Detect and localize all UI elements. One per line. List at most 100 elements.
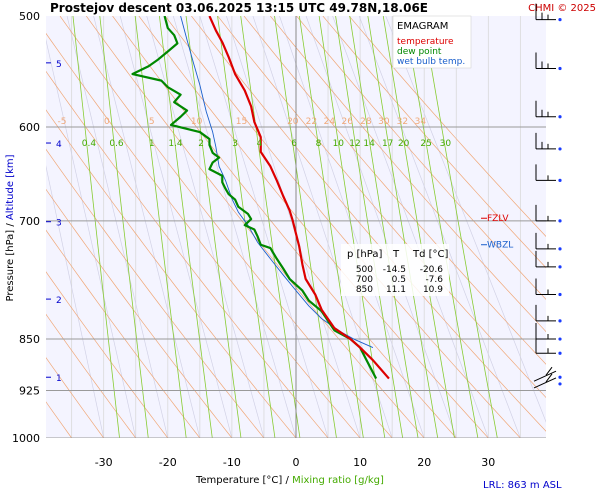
dewpoint-line bbox=[131, 16, 378, 380]
dry-adiabat-label: 32 bbox=[397, 117, 408, 127]
wind-barb bbox=[535, 304, 562, 323]
altitude-tick-label: 3 bbox=[56, 219, 62, 229]
wind-barb-dot bbox=[558, 18, 562, 22]
moist-adiabat-line bbox=[119, 16, 233, 438]
wind-barb-dot bbox=[558, 382, 562, 386]
wind-barbs bbox=[533, 3, 562, 389]
dry-adiabat-label: 0 bbox=[104, 117, 110, 127]
altitude-tick-label: 4 bbox=[56, 140, 62, 150]
mixing-ratio-line bbox=[217, 16, 276, 438]
temperature-line bbox=[208, 16, 390, 380]
y-axis-separator: / bbox=[5, 223, 16, 227]
lrl-label: LRL: 863 m ASL bbox=[483, 480, 562, 491]
mixing-ratio-label: 30 bbox=[440, 139, 452, 149]
x-axis-label: Temperature [°C] bbox=[195, 475, 282, 486]
mixing-ratio-label: 25 bbox=[420, 139, 431, 149]
pressure-tick-labels: 500 600 700 850 925 1000 bbox=[12, 10, 40, 445]
sounding-profiles bbox=[131, 16, 390, 380]
dry-adiabat-labels: -5 0 5 10 15 20 22 24 26 28 30 32 34 bbox=[58, 117, 427, 127]
legend-title: EMAGRAM bbox=[397, 21, 448, 32]
altitude-tick-label: 1 bbox=[56, 374, 62, 384]
pressure-tick-label: 925 bbox=[19, 385, 40, 398]
mixing-ratio-line bbox=[159, 16, 213, 438]
moist-adiabat-line bbox=[93, 16, 201, 438]
mixing-ratio-label: 6 bbox=[291, 139, 297, 149]
moist-adiabat-line bbox=[172, 16, 297, 438]
wind-barb bbox=[535, 204, 562, 223]
dry-adiabat-line bbox=[46, 357, 104, 438]
table-cell: 700 bbox=[356, 275, 373, 285]
dry-adiabat-line bbox=[348, 16, 546, 237]
dry-adiabat-label: 5 bbox=[149, 117, 155, 127]
mixing-ratio-label: 3 bbox=[232, 139, 238, 149]
dry-adiabat-label: 22 bbox=[306, 117, 317, 127]
mixing-ratio-label: 8 bbox=[316, 139, 322, 149]
temperature-tick-label: -20 bbox=[159, 456, 177, 469]
wind-barb-dot bbox=[558, 147, 562, 151]
wind-barb-dot bbox=[558, 319, 562, 323]
table-header-t: T bbox=[392, 249, 400, 260]
wetbulb-line bbox=[180, 16, 374, 349]
wind-barb-dot bbox=[558, 375, 562, 379]
mixing-ratio-line bbox=[185, 16, 242, 438]
dry-adiabat-label: 34 bbox=[415, 117, 427, 127]
temperature-tick-label: 10 bbox=[353, 456, 367, 469]
mixing-ratio-label: 20 bbox=[398, 139, 410, 149]
dry-adiabat-label: 10 bbox=[191, 117, 203, 127]
y-axis-title: Pressure [hPa] / Altitude [km] bbox=[5, 154, 16, 301]
pressure-tick-label: 500 bbox=[19, 10, 40, 23]
wind-barb bbox=[535, 164, 562, 182]
wind-barb bbox=[535, 100, 562, 119]
table-cell: -7.6 bbox=[425, 275, 443, 285]
legend-dewpoint: dew point bbox=[397, 47, 442, 57]
mixing-ratio-label: 10 bbox=[333, 139, 345, 149]
wind-barb-flag bbox=[545, 373, 553, 383]
dry-adiabat-line bbox=[46, 109, 297, 438]
mixing-ratio-label: 0.4 bbox=[82, 139, 97, 149]
y-axis-label: Pressure [hPa] bbox=[5, 230, 16, 302]
fzlv-label: FZLV bbox=[487, 214, 509, 224]
dry-adiabat-line bbox=[46, 70, 329, 438]
dry-adiabat-label: 15 bbox=[236, 117, 247, 127]
moist-adiabat-line bbox=[46, 165, 105, 438]
moist-adiabat-line bbox=[358, 16, 521, 438]
chart-title: Prostejov descent 03.06.2025 13:15 UTC 4… bbox=[50, 1, 428, 15]
table-cell: 500 bbox=[356, 265, 373, 275]
wind-barb bbox=[535, 278, 562, 297]
dry-adiabat-line bbox=[59, 16, 393, 438]
mixing-ratio-label: 0.6 bbox=[109, 139, 124, 149]
mixing-ratio-label: 2 bbox=[198, 139, 204, 149]
wind-barb bbox=[535, 132, 562, 151]
table-background bbox=[341, 244, 449, 296]
wind-barb-flag bbox=[545, 366, 553, 376]
mixing-ratio-line bbox=[274, 16, 337, 438]
altitude-tick-label: 5 bbox=[56, 60, 62, 70]
dry-adiabat-label: 30 bbox=[378, 117, 390, 127]
wind-barb bbox=[533, 366, 562, 382]
legend-wetbulb: wet bulb temp. bbox=[397, 57, 465, 67]
temperature-tick-label: -30 bbox=[95, 456, 113, 469]
temperature-tick-label: 20 bbox=[417, 456, 431, 469]
pressure-tick-label: 700 bbox=[19, 215, 40, 228]
mixing-ratio-label: 14 bbox=[363, 139, 375, 149]
wind-barb-dot bbox=[558, 292, 562, 297]
legend: EMAGRAM temperature dew point wet bulb t… bbox=[392, 15, 472, 69]
pressure-tick-label: 600 bbox=[19, 121, 40, 134]
level-table: p [hPa] T Td [°C] 500 -14.5 -20.6 700 0.… bbox=[341, 244, 449, 296]
x-axis-mixing-label: Mixing ratio [g/kg] bbox=[292, 475, 384, 486]
dry-adiabat-label: 28 bbox=[360, 117, 372, 127]
x-axis-title: Temperature [°C] / Mixing ratio [g/kg] bbox=[195, 475, 384, 486]
temperature-tick-labels: -30 -20 -10 0 10 20 30 bbox=[95, 456, 496, 469]
dry-adiabat-line bbox=[138, 16, 489, 438]
dry-adiabat-label: 20 bbox=[287, 117, 299, 127]
altitude-tick-label: 2 bbox=[56, 296, 62, 306]
dry-adiabat-label: 26 bbox=[342, 117, 354, 127]
x-axis-separator: / bbox=[286, 475, 290, 486]
dry-adiabat-line bbox=[46, 188, 233, 438]
wbzl-marker: WBZL bbox=[481, 241, 513, 251]
dry-adiabat-line bbox=[46, 148, 265, 438]
wind-barb bbox=[535, 250, 562, 269]
dry-adiabat-line bbox=[46, 313, 137, 438]
table-cell: 0.5 bbox=[392, 275, 406, 285]
